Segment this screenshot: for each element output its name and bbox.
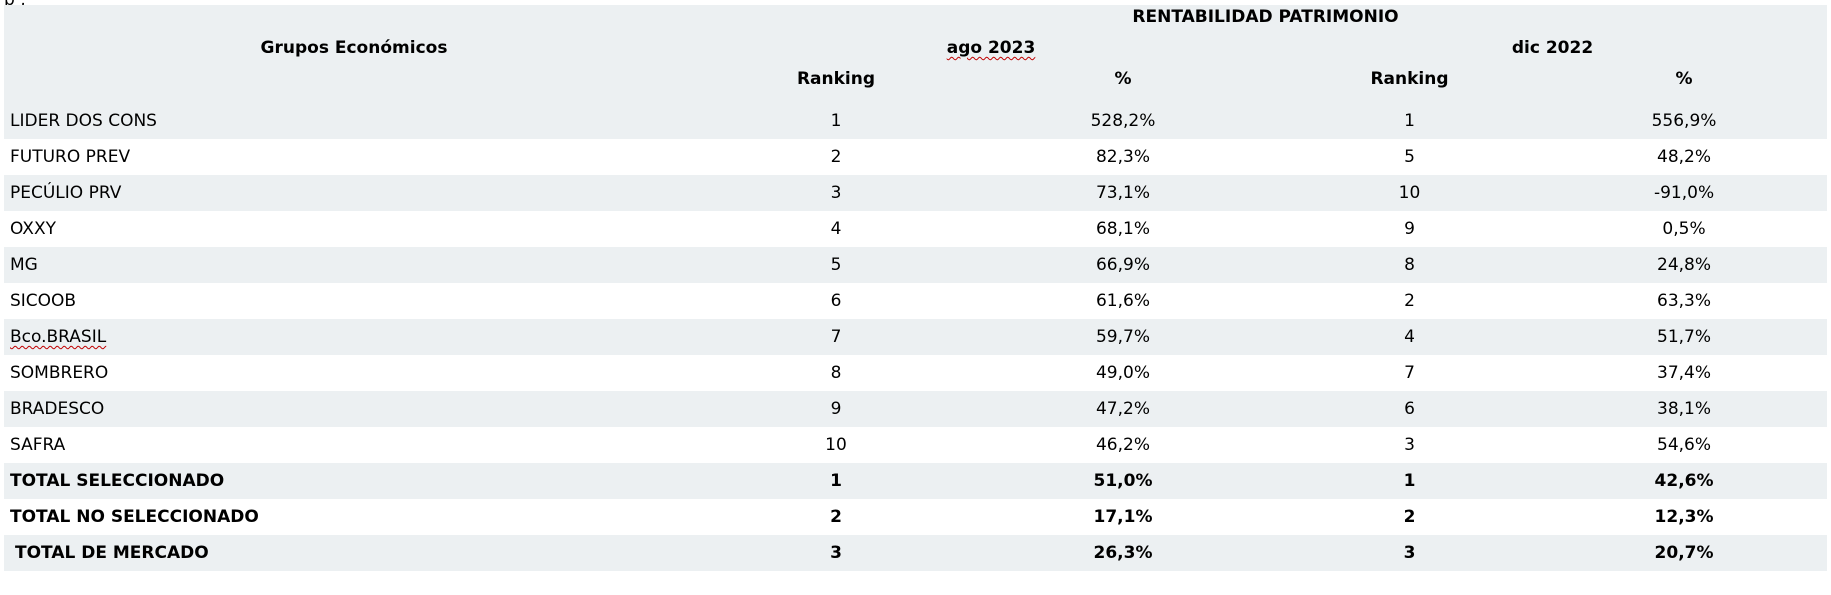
percent-cell: 54,6%: [1541, 427, 1828, 463]
ranking-cell: 3: [704, 535, 968, 571]
ranking-cell: 1: [1278, 103, 1541, 139]
percent-cell: 556,9%: [1541, 103, 1828, 139]
table-title-row: RENTABILIDAD PATRIMONIO: [4, 5, 1828, 29]
total-name: TOTAL NO SELECCIONADO: [4, 499, 704, 535]
group-name: MG: [4, 247, 704, 283]
column-header-row: Ranking % Ranking %: [4, 67, 1828, 103]
ranking-cell: 1: [704, 463, 968, 499]
table-row: FUTURO PREV 2 82,3% 5 48,2%: [4, 139, 1828, 175]
table-row: PECÚLIO PRV 3 73,1% 10 -91,0%: [4, 175, 1828, 211]
ranking-cell: 2: [704, 499, 968, 535]
percent-cell: 37,4%: [1541, 355, 1828, 391]
table-row: Bco.BRASIL 7 59,7% 4 51,7%: [4, 319, 1828, 355]
percent-cell: 17,1%: [968, 499, 1278, 535]
group-name: FUTURO PREV: [4, 139, 704, 175]
period-header-row: Grupos Económicos ago 2023 dic 2022: [4, 29, 1828, 67]
percent-cell: 24,8%: [1541, 247, 1828, 283]
ranking-cell: 5: [1278, 139, 1541, 175]
ranking-cell: 6: [704, 283, 968, 319]
ranking-cell: 3: [1278, 427, 1541, 463]
table-row: LIDER DOS CONS 1 528,2% 1 556,9%: [4, 103, 1828, 139]
total-name: TOTAL SELECCIONADO: [4, 463, 704, 499]
percent-cell: 51,7%: [1541, 319, 1828, 355]
group-name: SICOOB: [4, 283, 704, 319]
ranking-cell: 9: [1278, 211, 1541, 247]
ranking-cell: 3: [1278, 535, 1541, 571]
table-row: SICOOB 6 61,6% 2 63,3%: [4, 283, 1828, 319]
total-row: TOTAL NO SELECCIONADO 2 17,1% 2 12,3%: [4, 499, 1828, 535]
percent-cell: 26,3%: [968, 535, 1278, 571]
ranking-cell: 8: [1278, 247, 1541, 283]
group-name: OXXY: [4, 211, 704, 247]
percent-header: %: [1541, 67, 1828, 103]
ranking-cell: 7: [1278, 355, 1541, 391]
ranking-cell: 1: [704, 103, 968, 139]
percent-cell: 59,7%: [968, 319, 1278, 355]
table-title: RENTABILIDAD PATRIMONIO: [704, 5, 1828, 29]
table-row: BRADESCO 9 47,2% 6 38,1%: [4, 391, 1828, 427]
percent-cell: 12,3%: [1541, 499, 1828, 535]
percent-cell: 0,5%: [1541, 211, 1828, 247]
ranking-cell: 6: [1278, 391, 1541, 427]
period-label: ago 2023: [946, 38, 1036, 58]
percent-cell: 20,7%: [1541, 535, 1828, 571]
percent-cell: 82,3%: [968, 139, 1278, 175]
ranking-cell: 4: [1278, 319, 1541, 355]
ranking-cell: 10: [704, 427, 968, 463]
ranking-cell: 10: [1278, 175, 1541, 211]
percent-cell: 38,1%: [1541, 391, 1828, 427]
group-header: Grupos Económicos: [4, 29, 704, 67]
period-header-dic-2022: dic 2022: [1278, 29, 1828, 67]
ranking-cell: 4: [704, 211, 968, 247]
percent-cell: 63,3%: [1541, 283, 1828, 319]
percent-cell: 73,1%: [968, 175, 1278, 211]
clipped-text-fragment: p ,: [4, 0, 26, 9]
ranking-cell: 2: [1278, 499, 1541, 535]
percent-header: %: [968, 67, 1278, 103]
percent-cell: 47,2%: [968, 391, 1278, 427]
percent-cell: 49,0%: [968, 355, 1278, 391]
ranking-cell: 5: [704, 247, 968, 283]
total-row: TOTAL DE MERCADO 3 26,3% 3 20,7%: [4, 535, 1828, 571]
ranking-cell: 9: [704, 391, 968, 427]
ranking-cell: 3: [704, 175, 968, 211]
percent-cell: 42,6%: [1541, 463, 1828, 499]
table-row: SAFRA 10 46,2% 3 54,6%: [4, 427, 1828, 463]
group-name: SAFRA: [4, 427, 704, 463]
percent-cell: 61,6%: [968, 283, 1278, 319]
group-name: LIDER DOS CONS: [4, 103, 704, 139]
total-name: TOTAL DE MERCADO: [4, 535, 704, 571]
percent-cell: 528,2%: [968, 103, 1278, 139]
group-name-text: Bco.BRASIL: [10, 327, 107, 347]
total-row: TOTAL SELECCIONADO 1 51,0% 1 42,6%: [4, 463, 1828, 499]
ranking-cell: 8: [704, 355, 968, 391]
percent-cell: 48,2%: [1541, 139, 1828, 175]
ranking-cell: 2: [704, 139, 968, 175]
group-name: SOMBRERO: [4, 355, 704, 391]
ranking-cell: 7: [704, 319, 968, 355]
total-name-text: TOTAL DE MERCADO: [15, 543, 209, 563]
group-name: PECÚLIO PRV: [4, 175, 704, 211]
ranking-cell: 1: [1278, 463, 1541, 499]
table-row: SOMBRERO 8 49,0% 7 37,4%: [4, 355, 1828, 391]
group-name: Bco.BRASIL: [4, 319, 704, 355]
percent-cell: 51,0%: [968, 463, 1278, 499]
group-name: BRADESCO: [4, 391, 704, 427]
rentabilidad-table: RENTABILIDAD PATRIMONIO Grupos Económico…: [4, 5, 1828, 571]
table-row: MG 5 66,9% 8 24,8%: [4, 247, 1828, 283]
ranking-cell: 2: [1278, 283, 1541, 319]
percent-cell: -91,0%: [1541, 175, 1828, 211]
percent-cell: 46,2%: [968, 427, 1278, 463]
ranking-header: Ranking: [1278, 67, 1541, 103]
table-row: OXXY 4 68,1% 9 0,5%: [4, 211, 1828, 247]
percent-cell: 66,9%: [968, 247, 1278, 283]
ranking-header: Ranking: [704, 67, 968, 103]
percent-cell: 68,1%: [968, 211, 1278, 247]
period-header-ago-2023: ago 2023: [704, 29, 1278, 67]
